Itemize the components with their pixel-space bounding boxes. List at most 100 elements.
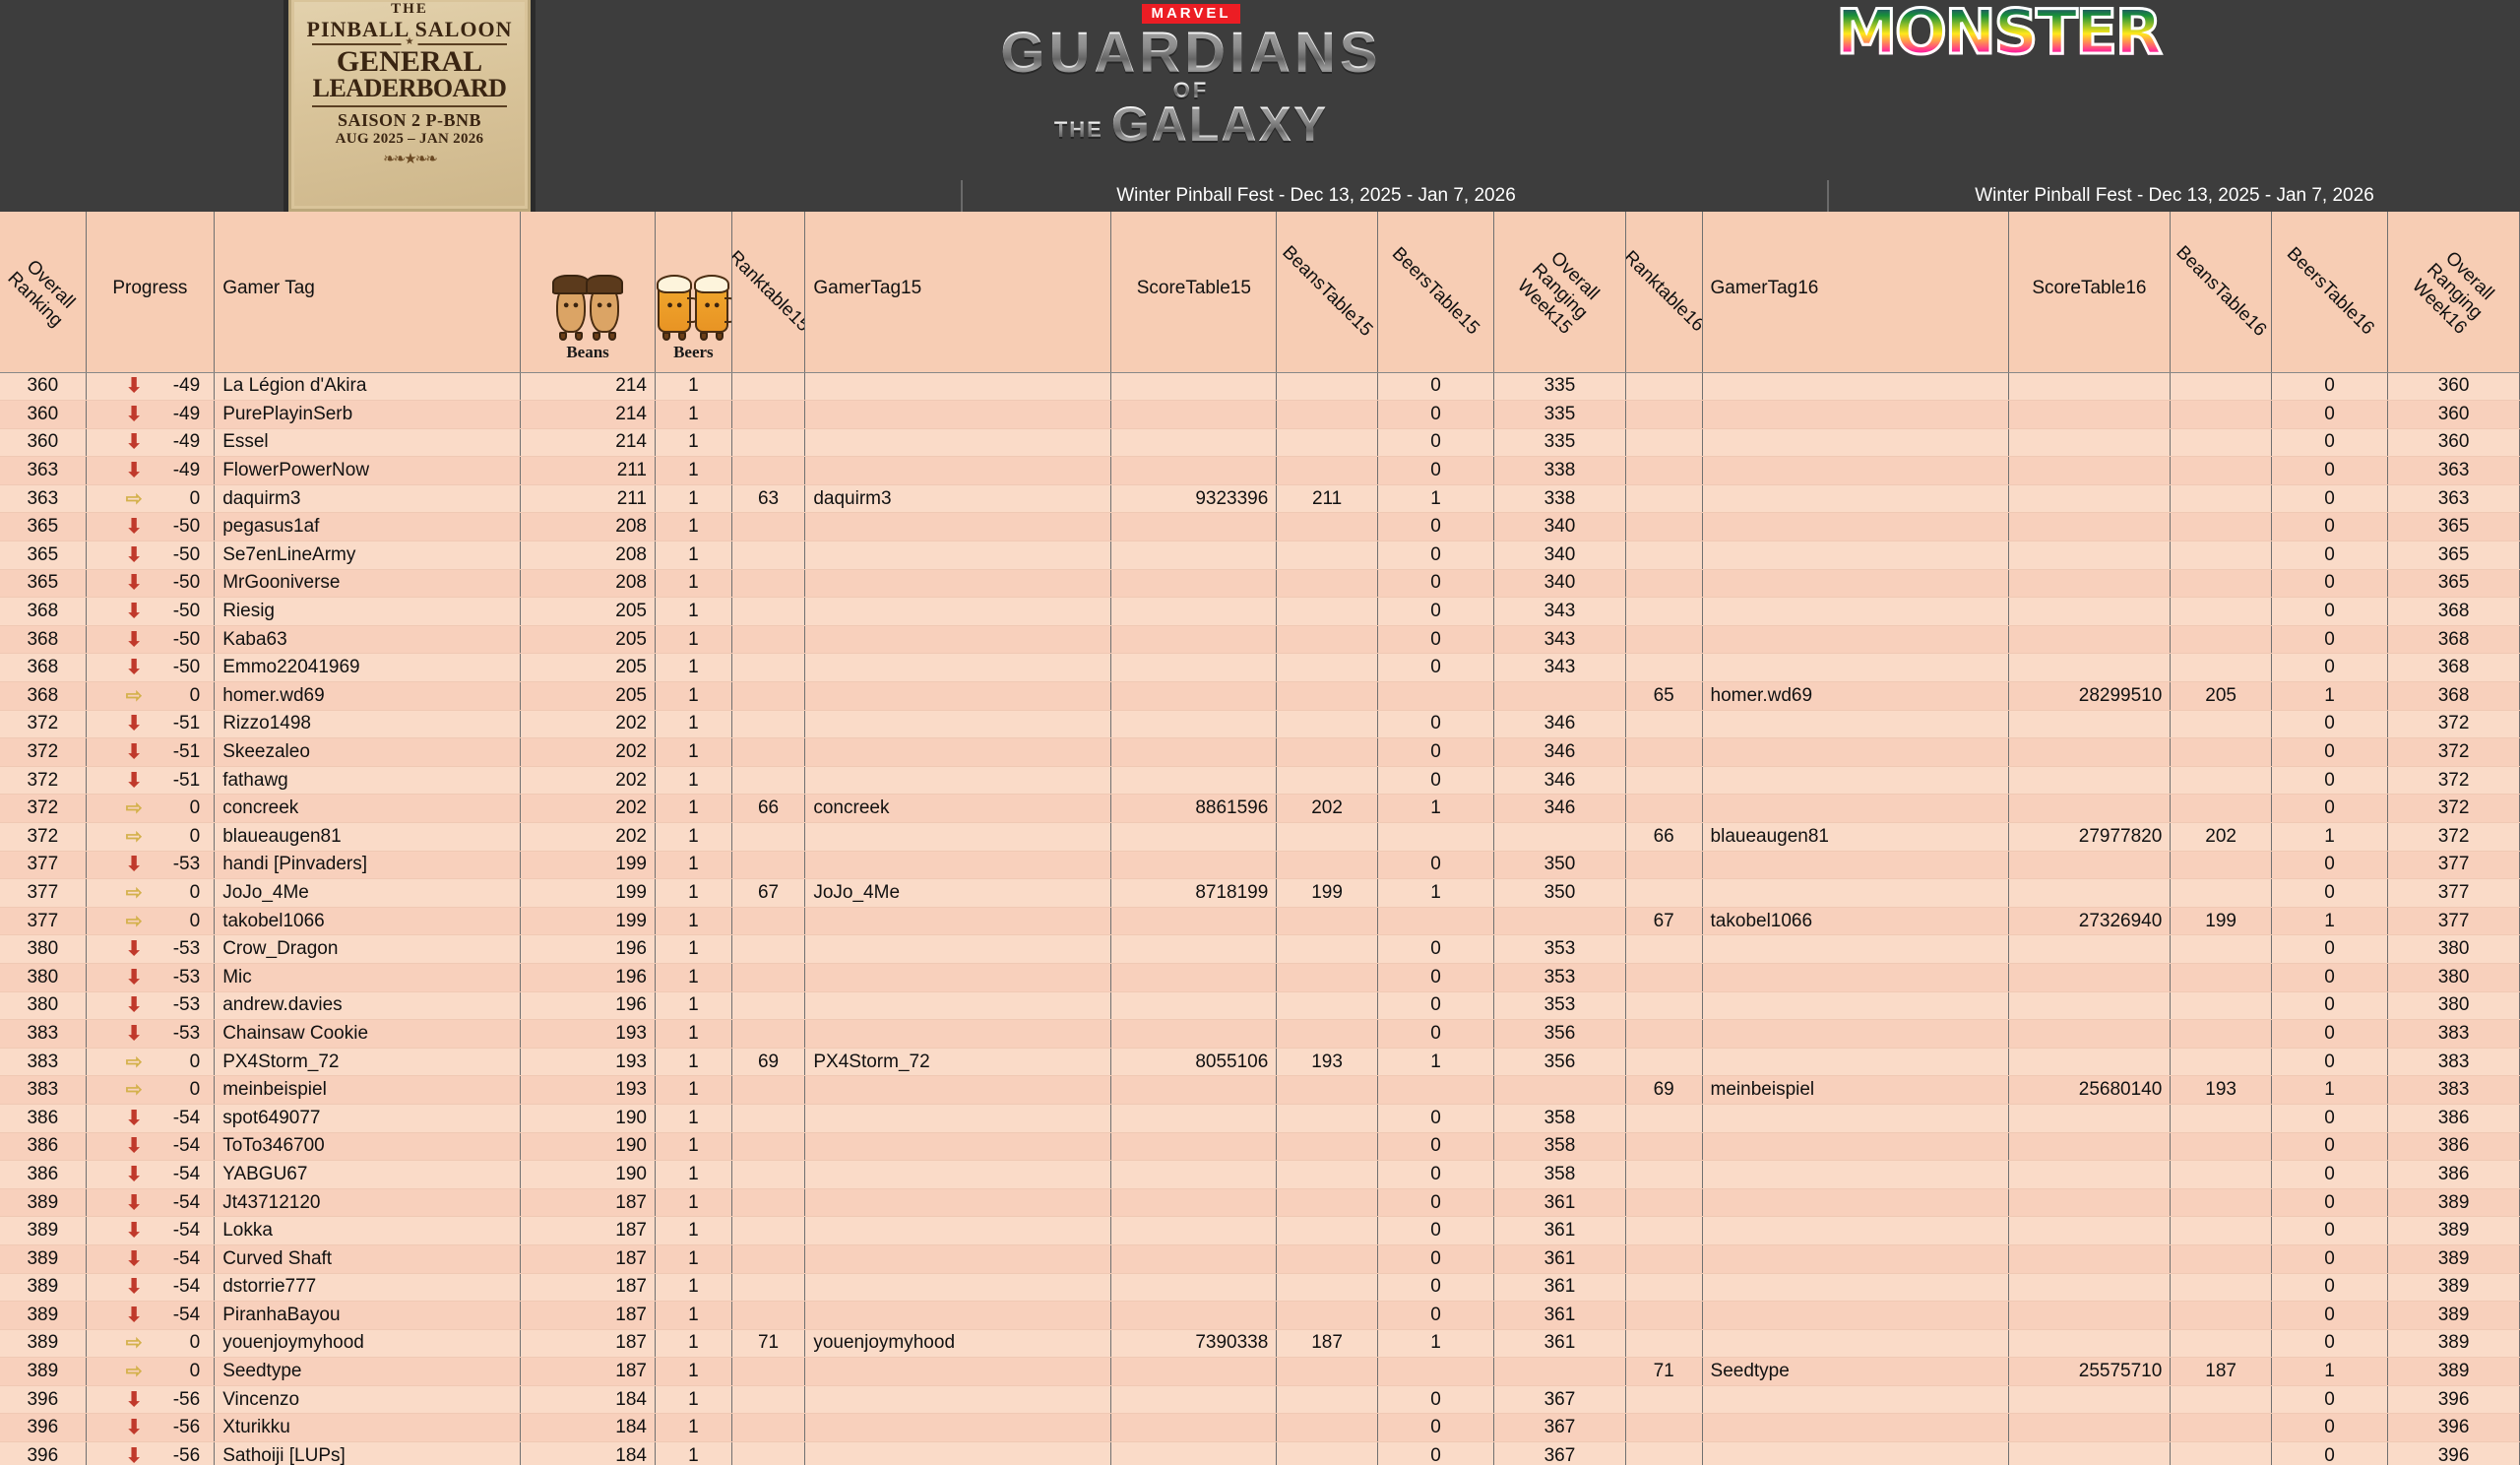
cell-beerstable15[interactable]: 1 — [1377, 484, 1495, 514]
cell-beerstable15[interactable]: 0 — [1377, 541, 1495, 570]
cell-scoretable16[interactable] — [2008, 597, 2172, 626]
cell-overall-ranking[interactable]: 380 — [0, 991, 87, 1021]
cell-gamertag16[interactable] — [1702, 991, 2009, 1021]
cell-gamer-tag[interactable]: Curved Shaft — [214, 1244, 522, 1274]
cell-beerstable16[interactable]: 0 — [2271, 1188, 2389, 1218]
cell-progress[interactable]: ⬇ -56 — [86, 1413, 216, 1443]
cell-beerstable16[interactable]: 0 — [2271, 1216, 2389, 1245]
cell-gamertag16[interactable] — [1702, 1441, 2009, 1465]
cell-beans[interactable]: 187 — [520, 1329, 656, 1359]
cell-beans[interactable]: 184 — [520, 1413, 656, 1443]
cell-scoretable15[interactable] — [1110, 1244, 1278, 1274]
cell-ranktable15[interactable] — [731, 681, 806, 711]
cell-overall-week16[interactable]: 360 — [2387, 428, 2520, 458]
cell-progress[interactable]: ⬇ -50 — [86, 653, 216, 683]
cell-beanstable15[interactable] — [1276, 1385, 1378, 1415]
cell-beanstable16[interactable] — [2170, 1413, 2272, 1443]
cell-ranktable16[interactable] — [1625, 428, 1703, 458]
table-row[interactable]: 396 ⬇ -56 Xturikku 184 1 0 367 0 396 — [0, 1413, 2520, 1443]
cell-beers[interactable]: 1 — [655, 456, 732, 485]
cell-beanstable15[interactable] — [1276, 963, 1378, 992]
cell-beerstable16[interactable]: 1 — [2271, 1075, 2389, 1105]
cell-overall-week15[interactable]: 361 — [1493, 1329, 1626, 1359]
cell-gamertag15[interactable] — [804, 428, 1112, 458]
cell-gamer-tag[interactable]: daquirm3 — [214, 484, 522, 514]
cell-beerstable16[interactable]: 0 — [2271, 1244, 2389, 1274]
cell-beerstable15[interactable]: 0 — [1377, 456, 1495, 485]
cell-beerstable16[interactable]: 0 — [2271, 1019, 2389, 1049]
cell-beanstable15[interactable] — [1276, 766, 1378, 796]
cell-beans[interactable]: 190 — [520, 1160, 656, 1189]
cell-beerstable15[interactable]: 1 — [1377, 878, 1495, 908]
cell-gamertag16[interactable]: meinbeispiel — [1702, 1075, 2009, 1105]
cell-ranktable16[interactable] — [1625, 1273, 1703, 1303]
cell-overall-week15[interactable]: 338 — [1493, 456, 1626, 485]
cell-beanstable15[interactable] — [1276, 1075, 1378, 1105]
cell-gamertag15[interactable]: concreek — [804, 794, 1112, 823]
table-row[interactable]: 389 ⬇ -54 Jt43712120 187 1 0 361 0 389 — [0, 1188, 2520, 1218]
cell-progress[interactable]: ⇨ 0 — [86, 1357, 216, 1386]
cell-beanstable16[interactable] — [2170, 456, 2272, 485]
cell-gamer-tag[interactable]: spot649077 — [214, 1104, 522, 1133]
cell-beanstable15[interactable] — [1276, 934, 1378, 964]
cell-beanstable16[interactable] — [2170, 625, 2272, 655]
cell-scoretable15[interactable] — [1110, 1188, 1278, 1218]
cell-beerstable15[interactable]: 0 — [1377, 766, 1495, 796]
cell-overall-week16[interactable]: 377 — [2387, 878, 2520, 908]
table-row[interactable]: 363 ⇨ 0 daquirm3 211 1 63 daquirm3 9323396 211 1 33… — [0, 484, 2520, 514]
cell-overall-ranking[interactable]: 396 — [0, 1441, 87, 1465]
cell-gamer-tag[interactable]: handi [Pinvaders] — [214, 851, 522, 880]
cell-ranktable15[interactable] — [731, 1075, 806, 1105]
cell-overall-week16[interactable]: 389 — [2387, 1188, 2520, 1218]
cell-ranktable15[interactable]: 67 — [731, 878, 806, 908]
cell-beanstable15[interactable] — [1276, 1160, 1378, 1189]
cell-scoretable16[interactable] — [2008, 1301, 2172, 1330]
cell-beanstable16[interactable]: 193 — [2170, 1075, 2272, 1105]
cell-progress[interactable]: ⬇ -54 — [86, 1244, 216, 1274]
cell-overall-week15[interactable]: 335 — [1493, 428, 1626, 458]
cell-beanstable16[interactable] — [2170, 372, 2272, 402]
table-row[interactable]: 377 ⬇ -53 handi [Pinvaders] 199 1 0 350 0 377 — [0, 851, 2520, 880]
cell-beers[interactable]: 1 — [655, 737, 732, 767]
cell-beerstable16[interactable]: 0 — [2271, 1301, 2389, 1330]
cell-beerstable15[interactable]: 1 — [1377, 1048, 1495, 1077]
cell-beanstable15[interactable]: 199 — [1276, 878, 1378, 908]
cell-ranktable15[interactable] — [731, 766, 806, 796]
col-header-beanstable16[interactable]: BeansTable16 — [2170, 212, 2272, 373]
cell-ranktable16[interactable] — [1625, 1019, 1703, 1049]
cell-overall-ranking[interactable]: 365 — [0, 569, 87, 599]
cell-scoretable16[interactable] — [2008, 710, 2172, 739]
cell-beanstable16[interactable] — [2170, 1273, 2272, 1303]
cell-overall-week15[interactable]: 358 — [1493, 1132, 1626, 1162]
cell-overall-week16[interactable]: 368 — [2387, 653, 2520, 683]
cell-beans[interactable]: 202 — [520, 737, 656, 767]
cell-gamer-tag[interactable]: PurePlayinSerb — [214, 400, 522, 429]
cell-scoretable16[interactable] — [2008, 400, 2172, 429]
table-row[interactable]: 389 ⇨ 0 youenjoymyhood 187 1 71 youenjoymyhood 7… — [0, 1329, 2520, 1359]
table-row[interactable]: 372 ⇨ 0 blaueaugen81 202 1 66 blaueaugen81 27977… — [0, 822, 2520, 852]
cell-ranktable16[interactable] — [1625, 653, 1703, 683]
cell-scoretable15[interactable] — [1110, 597, 1278, 626]
table-row[interactable]: 389 ⬇ -54 Lokka 187 1 0 361 0 389 — [0, 1216, 2520, 1245]
cell-gamertag15[interactable] — [804, 1160, 1112, 1189]
cell-overall-week15[interactable]: 361 — [1493, 1273, 1626, 1303]
cell-beans[interactable]: 199 — [520, 878, 656, 908]
cell-beans[interactable]: 187 — [520, 1273, 656, 1303]
cell-scoretable16[interactable]: 25575710 — [2008, 1357, 2172, 1386]
col-header-progress[interactable]: Progress — [86, 212, 216, 373]
cell-ranktable15[interactable] — [731, 1385, 806, 1415]
cell-ranktable16[interactable] — [1625, 1132, 1703, 1162]
cell-gamer-tag[interactable]: PiranhaBayou — [214, 1301, 522, 1330]
cell-overall-week15[interactable]: 353 — [1493, 991, 1626, 1021]
cell-beans[interactable]: 205 — [520, 625, 656, 655]
cell-beerstable15[interactable] — [1377, 1075, 1495, 1105]
cell-ranktable15[interactable] — [731, 1441, 806, 1465]
cell-beerstable15[interactable]: 0 — [1377, 1413, 1495, 1443]
cell-beans[interactable]: 208 — [520, 569, 656, 599]
col-header-overall-ranging-week16[interactable]: Overall Ranging Week16 — [2387, 212, 2520, 373]
cell-beans[interactable]: 202 — [520, 766, 656, 796]
cell-progress[interactable]: ⬇ -50 — [86, 541, 216, 570]
cell-beerstable15[interactable] — [1377, 681, 1495, 711]
cell-beanstable16[interactable] — [2170, 710, 2272, 739]
cell-beanstable16[interactable] — [2170, 963, 2272, 992]
